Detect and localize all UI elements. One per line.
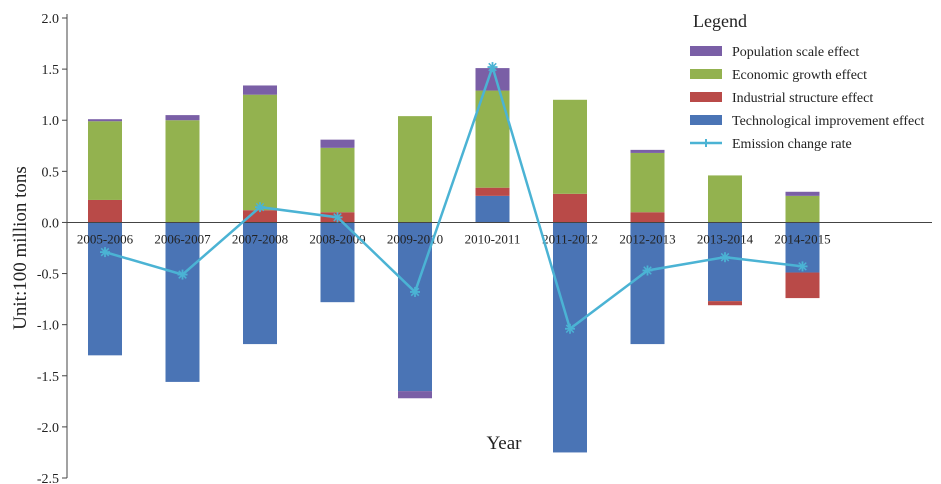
emission-point <box>565 323 575 334</box>
x-category-label: 2012-2013 <box>619 231 675 246</box>
legend-label: Industrial structure effect <box>732 91 873 106</box>
marker-stroke <box>178 270 187 279</box>
y-tick-label: -2.5 <box>37 472 59 484</box>
marker-stroke <box>798 262 807 271</box>
y-tick-label: 1.5 <box>42 63 60 78</box>
emission-change-line <box>104 62 803 331</box>
y-tick-label: -1.5 <box>37 370 59 385</box>
legend-label: Population scale effect <box>732 45 859 60</box>
x-category-label: 2011-2012 <box>542 231 598 246</box>
bar-segment <box>88 119 122 122</box>
marker-stroke <box>643 266 652 275</box>
emission-point <box>797 261 808 272</box>
emission-point <box>100 247 110 258</box>
plot-area <box>88 68 820 453</box>
emission-point <box>177 269 188 280</box>
bar-segment <box>320 222 355 303</box>
bar-segment <box>630 149 665 153</box>
bar-segment <box>630 152 665 213</box>
y-tick-label: 0.5 <box>42 165 60 180</box>
y-tick-label: -2.0 <box>37 421 59 436</box>
bar-segment <box>475 187 510 196</box>
y-tick-label: -1.0 <box>37 319 59 334</box>
y-tick-label: 0.0 <box>42 216 60 231</box>
emission-point <box>487 62 498 73</box>
legend-swatch <box>690 46 722 56</box>
bar-segment <box>243 222 277 345</box>
bar-segment <box>785 191 820 196</box>
x-axis-title: Year <box>486 433 522 454</box>
bar-segment <box>553 99 587 194</box>
bar-segment <box>475 195 510 223</box>
legend-swatch <box>690 69 722 79</box>
axes <box>62 14 932 479</box>
bar-segment <box>553 193 587 223</box>
x-category-label: 2010-2011 <box>465 231 521 246</box>
marker-stroke <box>333 213 342 222</box>
legend-swatch <box>690 115 722 125</box>
legend-item: Technological improvement effect <box>690 114 924 129</box>
bar-segment <box>398 222 432 392</box>
legend-label: Economic growth effect <box>732 68 867 83</box>
bar-segment <box>165 120 200 223</box>
y-tick-label: 2.0 <box>42 12 60 27</box>
bar-segment <box>708 301 742 306</box>
x-category-label: 2014-2015 <box>774 231 830 246</box>
legend-item: Emission change rate <box>690 137 852 152</box>
x-category-label: 2008-2009 <box>309 231 365 246</box>
bar-segment <box>785 272 820 299</box>
legend-item: Population scale effect <box>690 45 859 60</box>
bar-segment <box>398 391 432 399</box>
y-axis-title: Unit:100 million tons <box>10 166 31 330</box>
bar-segment <box>243 94 277 211</box>
bar-segment <box>785 195 820 223</box>
legend-title: Legend <box>693 11 747 31</box>
bar-segment <box>553 222 587 453</box>
legend-label: Technological improvement effect <box>732 114 924 129</box>
bar-segment <box>88 199 122 223</box>
x-category-labels: 2005-2006 2006-2007 2007-2008 2008-2009 2009… <box>77 231 831 246</box>
emission-point <box>410 286 420 297</box>
marker-stroke <box>255 202 265 212</box>
y-tick-label: 1.0 <box>42 114 60 129</box>
emission-point <box>720 252 730 263</box>
emission-point <box>255 202 265 213</box>
bar-segment <box>630 222 665 345</box>
y-tick-labels: 2.0 1.5 1.0 0.5 0.0 -0.5 -1.0 -1.5 -2.0 -2.5 <box>37 12 59 484</box>
legend-label: Emission change rate <box>732 137 852 152</box>
legend-item: Industrial structure effect <box>690 91 873 106</box>
bar-segment <box>708 175 742 223</box>
y-tick-label: -0.5 <box>37 268 59 283</box>
x-category-label: 2009-2010 <box>387 231 443 246</box>
marker-stroke <box>100 247 110 257</box>
marker-stroke <box>720 252 730 262</box>
marker-stroke <box>488 62 497 72</box>
marker-stroke <box>565 324 575 334</box>
legend-swatch <box>690 92 722 102</box>
bar-segment <box>88 222 122 356</box>
legend-item: Economic growth effect <box>690 68 867 83</box>
bar-segment <box>88 121 122 200</box>
emission-point <box>642 265 653 276</box>
bar-segment <box>320 147 355 213</box>
x-category-label: 2013-2014 <box>697 231 754 246</box>
emission-point <box>332 212 343 223</box>
bar-segment <box>320 139 355 148</box>
bar-segment <box>630 212 665 223</box>
emission-line-layer <box>100 62 808 334</box>
x-category-label: 2006-2007 <box>154 231 211 246</box>
bar-segment <box>165 222 200 382</box>
bar-segment <box>475 68 510 91</box>
x-category-label: 2005-2006 <box>77 231 134 246</box>
bar-segment <box>243 85 277 95</box>
bar-segment <box>165 115 200 121</box>
marker-stroke <box>410 287 420 297</box>
x-category-label: 2007-2008 <box>232 231 288 246</box>
legend: Legend Population scale effect Economic g… <box>690 11 924 152</box>
bar-segment <box>398 116 432 223</box>
